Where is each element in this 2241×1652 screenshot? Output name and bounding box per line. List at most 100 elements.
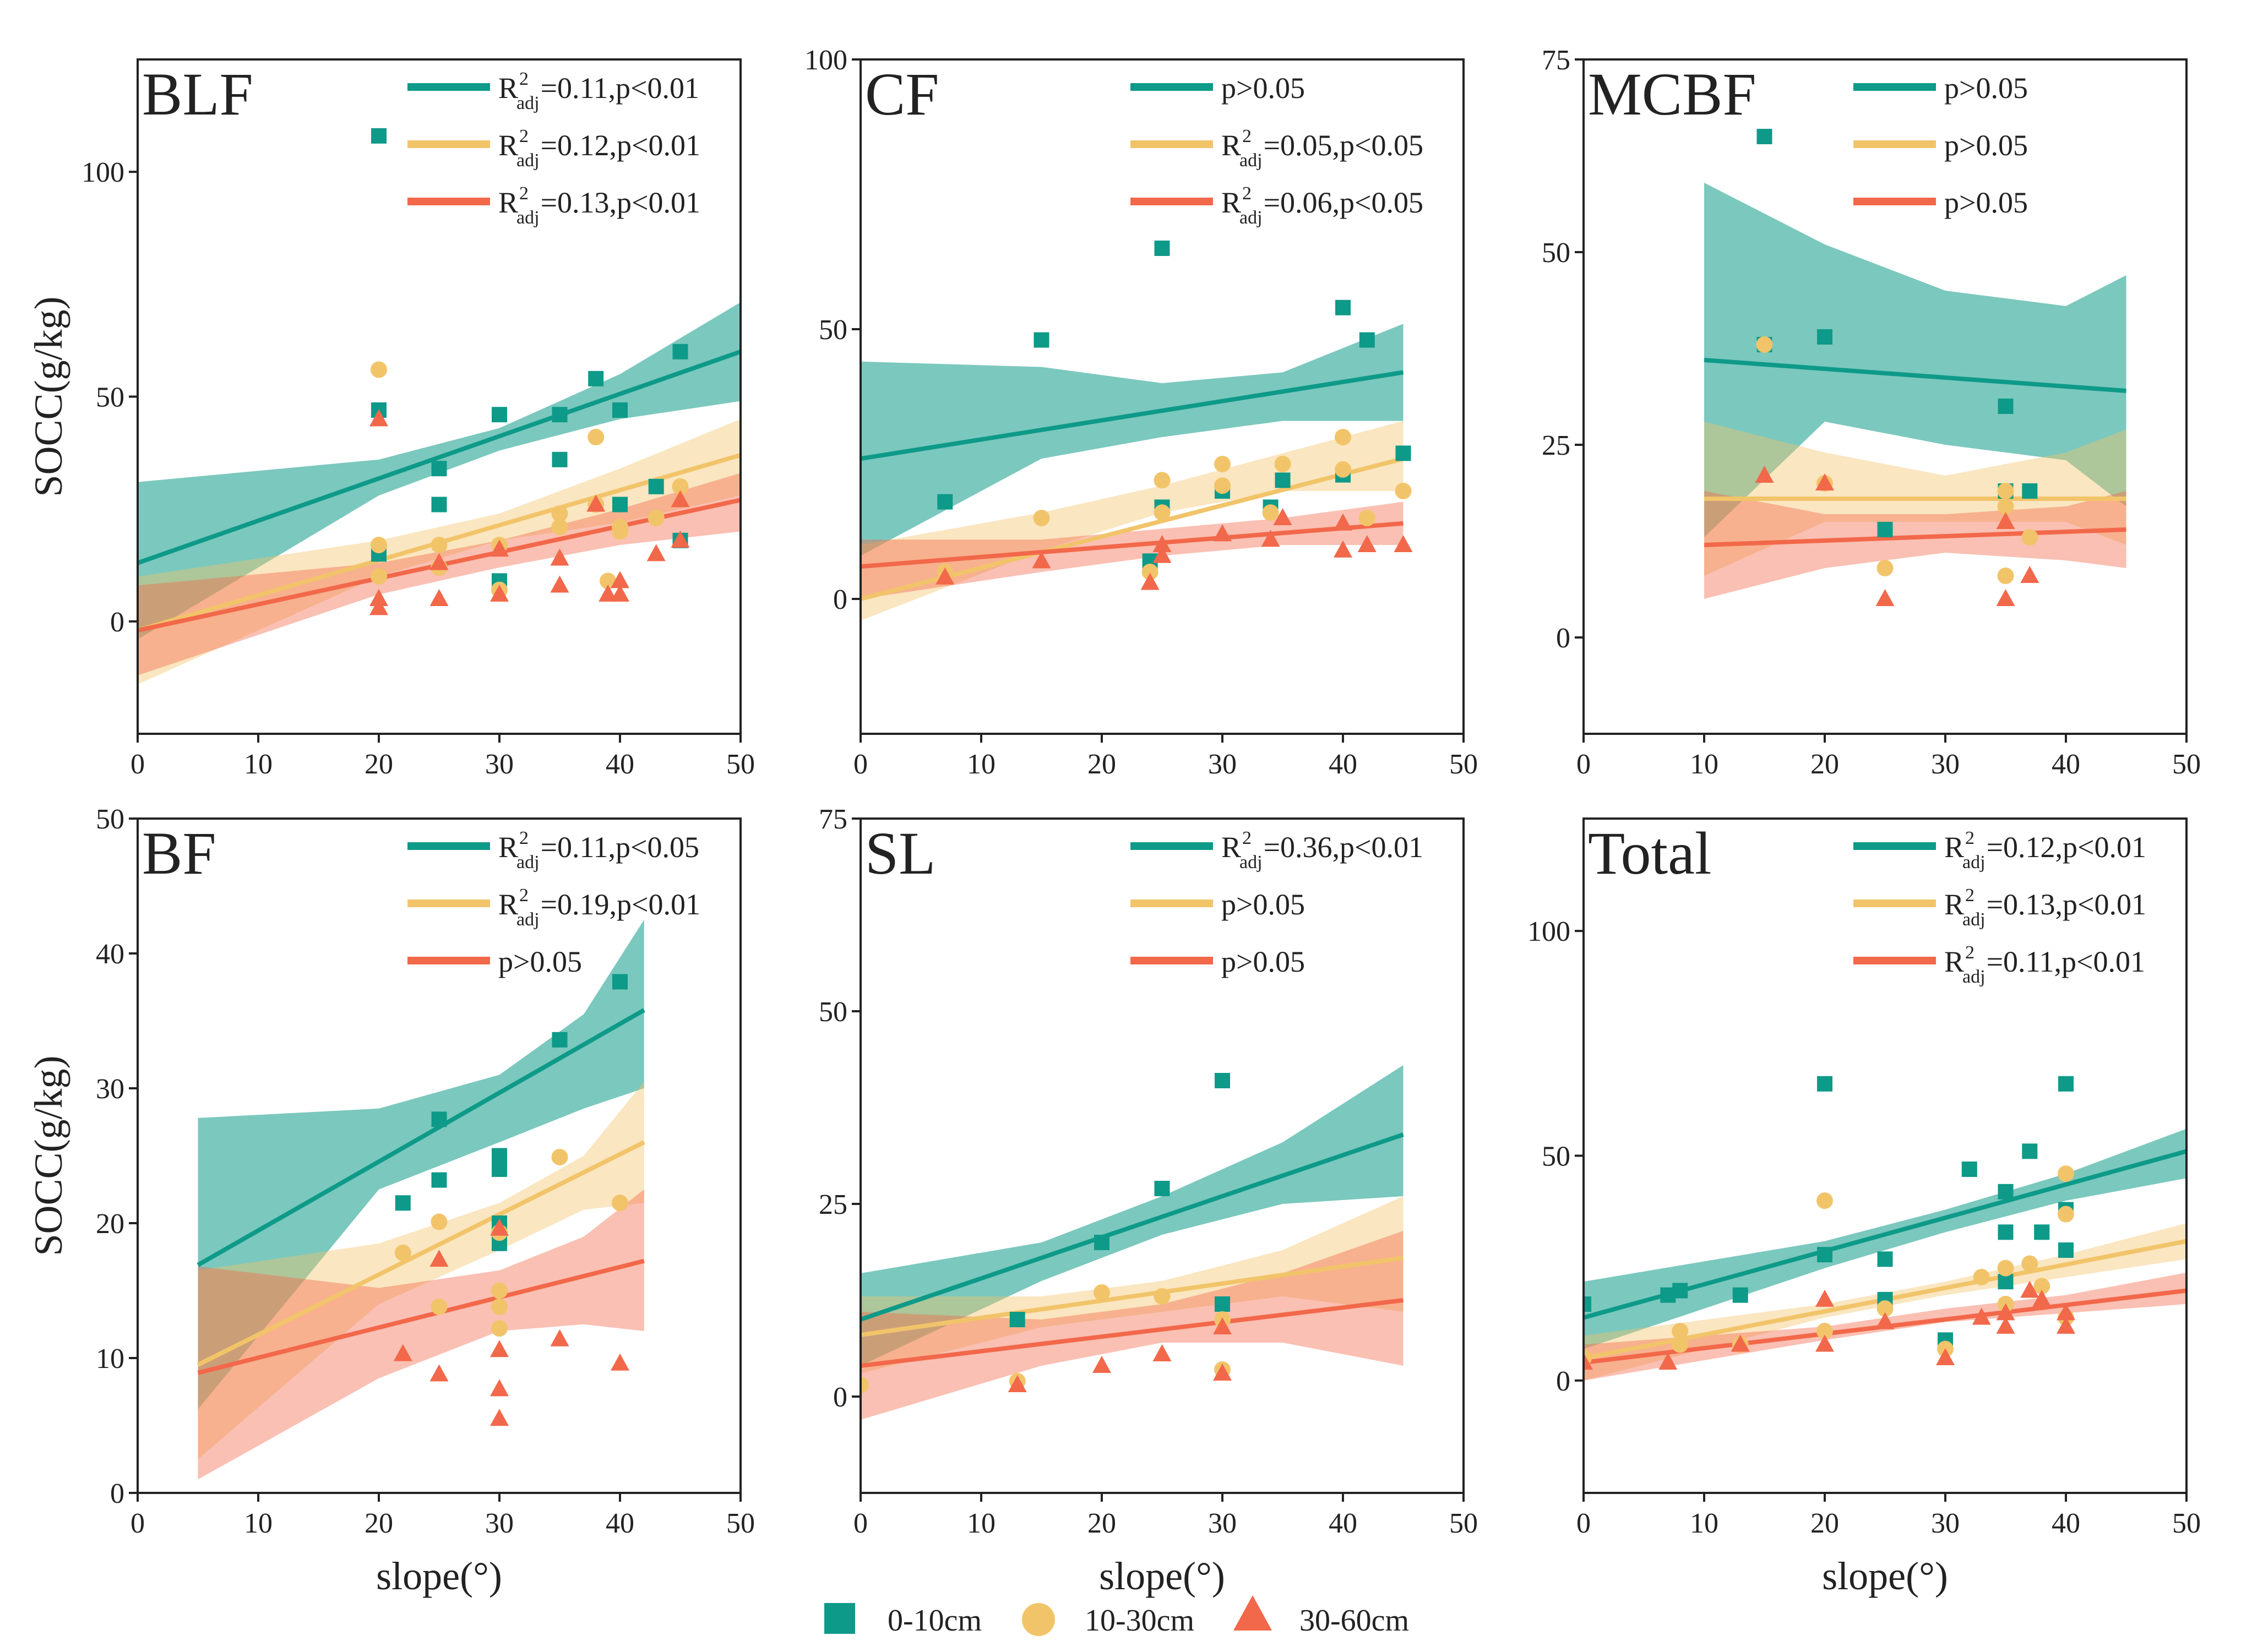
- legend-marker-10-30cm: [1022, 1603, 1055, 1636]
- x-tick-label: 40: [1329, 1508, 1357, 1539]
- y-tick-label: 50: [96, 382, 124, 413]
- fit-line-30-60cm: [861, 521, 1404, 569]
- data-point-30-60cm: [490, 584, 509, 602]
- data-point-10-30cm: [1154, 504, 1171, 521]
- data-point-10-30cm: [431, 537, 448, 553]
- data-point-10-30cm: [551, 505, 568, 522]
- y-tick-label: 0: [1556, 1366, 1570, 1397]
- data-point-0-10cm: [1154, 241, 1170, 256]
- legend-stat-0-10cm: R2 adj=0.12,p<0.01: [1944, 828, 2146, 873]
- data-point-0-10cm: [937, 494, 953, 510]
- data-point-30-60cm: [1996, 1303, 2015, 1321]
- data-point-0-10cm: [1998, 1274, 2014, 1290]
- data-point-30-60cm: [369, 409, 388, 427]
- data-point-0-10cm: [1154, 1181, 1170, 1196]
- data-point-0-10cm: [1877, 1251, 1893, 1267]
- data-point-30-60cm: [1815, 473, 1834, 490]
- x-tick-label: 0: [130, 1508, 145, 1539]
- fit-line-0-10cm: [861, 1132, 1404, 1322]
- x-tick-label: 10: [967, 749, 996, 780]
- y-tick-label: 50: [1542, 1141, 1570, 1173]
- data-point-10-30cm: [612, 1195, 628, 1212]
- x-tick-label: 10: [967, 1508, 996, 1539]
- data-point-30-60cm: [1755, 466, 1774, 483]
- data-point-30-60cm: [1936, 1348, 1955, 1365]
- data-point-30-60cm: [611, 571, 629, 588]
- x-tick-label: 30: [1208, 749, 1237, 780]
- y-tick-label: 100: [804, 45, 847, 76]
- data-point-10-30cm: [600, 573, 617, 590]
- legend-stat-30-60cm: R2 adj=0.11,p<0.01: [1944, 942, 2145, 987]
- data-point-30-60cm: [1875, 1312, 1895, 1329]
- data-point-0-10cm: [1998, 399, 2014, 414]
- data-point-30-60cm: [2020, 1280, 2039, 1298]
- legend-stat-10-30cm: R2 adj=0.19,p<0.01: [498, 885, 700, 930]
- legend-stat-10-30cm: R2 adj=0.05,p<0.05: [1221, 126, 1423, 171]
- panel-title: Total: [1588, 820, 1711, 887]
- data-point-30-60cm: [1213, 524, 1232, 542]
- y-tick-label: 50: [819, 314, 847, 346]
- x-axis-title: slope(°): [1822, 1554, 1948, 1598]
- data-point-10-30cm: [1335, 461, 1351, 478]
- data-point-0-10cm: [371, 128, 387, 144]
- data-point-0-10cm: [2034, 1224, 2050, 1240]
- fit-line-30-60cm: [1704, 527, 2126, 547]
- data-point-0-10cm: [1998, 1184, 2014, 1200]
- y-axis-title: SOCC(g/kg): [26, 296, 70, 497]
- data-point-0-10cm: [1817, 1076, 1832, 1092]
- data-point-10-30cm: [1997, 483, 2014, 499]
- axes-frame: [860, 817, 1465, 1494]
- data-point-30-60cm: [1996, 589, 2015, 606]
- data-point-30-60cm: [1334, 540, 1352, 558]
- data-point-30-60cm: [429, 589, 449, 606]
- data-point-10-30cm: [2021, 1255, 2038, 1272]
- confidence-band-10-30cm: [861, 1196, 1404, 1373]
- data-point-30-60cm: [490, 1409, 509, 1426]
- depth-legend: 0-10cm 10-30cm 30-60cm: [824, 1595, 1409, 1638]
- data-point-10-30cm: [648, 510, 665, 526]
- data-point-0-10cm: [1395, 445, 1411, 461]
- legend-stat-10-30cm: R2 adj=0.13,p<0.01: [1944, 885, 2146, 930]
- data-point-30-60cm: [1261, 530, 1280, 547]
- x-tick-label: 20: [1810, 1508, 1839, 1539]
- legend-stat-30-60cm: R2 adj=0.13,p<0.01: [498, 183, 700, 228]
- data-point-10-30cm: [1154, 472, 1171, 489]
- y-tick-label: 50: [96, 804, 124, 835]
- x-tick-label: 50: [1449, 1508, 1478, 1539]
- fit-line-0-10cm: [138, 350, 741, 565]
- fit-line-30-60cm: [197, 1258, 645, 1375]
- x-tick-label: 30: [485, 749, 514, 780]
- confidence-band-0-10cm: [861, 324, 1404, 556]
- data-point-0-10cm: [431, 461, 447, 477]
- data-point-0-10cm: [1275, 472, 1291, 488]
- data-point-10-30cm: [861, 1377, 869, 1393]
- legend-stat-0-10cm: R2 adj=0.11,p<0.05: [498, 828, 699, 873]
- y-tick-label: 25: [1542, 430, 1570, 461]
- data-point-0-10cm: [612, 974, 628, 990]
- data-point-30-60cm: [550, 575, 569, 593]
- data-point-0-10cm: [1034, 332, 1049, 348]
- data-point-0-10cm: [1817, 1247, 1832, 1263]
- data-point-10-30cm: [1816, 1192, 1833, 1209]
- fit-line-30-60cm: [861, 1298, 1404, 1368]
- data-point-0-10cm: [1672, 1283, 1688, 1299]
- data-point-10-30cm: [371, 361, 387, 378]
- data-point-10-30cm: [2058, 1165, 2074, 1182]
- x-tick-label: 10: [1690, 1508, 1718, 1539]
- data-point-30-60cm: [1152, 546, 1172, 563]
- data-point-30-60cm: [671, 530, 690, 548]
- data-point-0-10cm: [431, 497, 447, 512]
- legend-stat-30-60cm: p>0.05: [1221, 945, 1305, 978]
- x-tick-label: 0: [130, 749, 145, 780]
- data-point-0-10cm: [1584, 1296, 1591, 1312]
- data-point-10-30cm: [491, 1320, 508, 1337]
- x-tick-label: 40: [1329, 749, 1357, 780]
- data-point-30-60cm: [646, 544, 666, 561]
- data-point-0-10cm: [1756, 129, 1772, 144]
- data-point-30-60cm: [1032, 551, 1051, 569]
- data-point-30-60cm: [1334, 513, 1352, 531]
- data-point-10-30cm: [2021, 529, 2038, 546]
- y-tick-label: 50: [819, 996, 847, 1028]
